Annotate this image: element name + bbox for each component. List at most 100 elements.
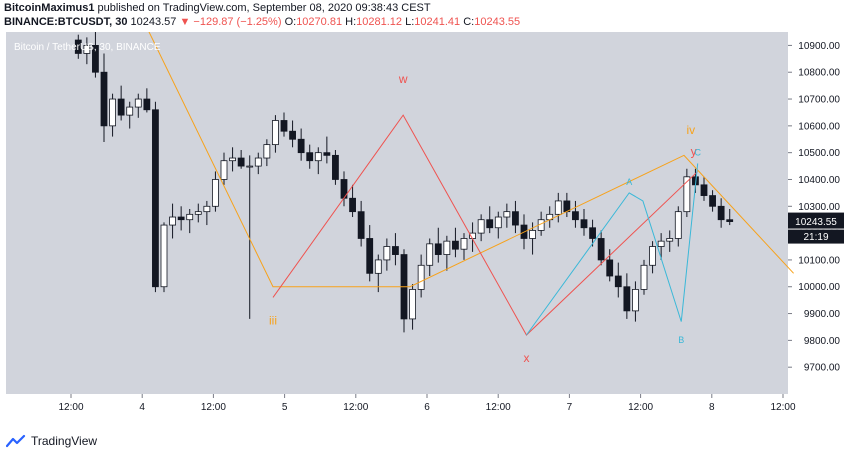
candle-body [314, 152, 322, 162]
candle-body [554, 200, 562, 215]
candle-body [229, 157, 236, 162]
candle-body [434, 243, 442, 255]
y-tick-label: 10800.00 [798, 68, 840, 79]
symbol-label[interactable]: BINANCE:BTCUSDT, 30 [4, 16, 128, 28]
publisher-name[interactable]: BitcoinMaximus1 [4, 2, 95, 14]
y-tick-label: 10300.00 [798, 202, 840, 213]
candle-body [589, 227, 596, 239]
candle-body [657, 240, 665, 247]
candle-body [366, 238, 374, 274]
candle-body [640, 264, 648, 290]
candle-body [572, 211, 579, 221]
wave-lines [135, 4, 794, 336]
candle-body [409, 289, 416, 320]
label-c: C [694, 147, 701, 157]
x-tick-label: 8 [709, 402, 715, 413]
label-b: B [678, 335, 684, 345]
y-tick-label: 9800.00 [804, 336, 841, 347]
price-change: ▼ −129.87 (−1.25%) [179, 16, 282, 28]
candle-body [383, 246, 391, 261]
publish-line: BitcoinMaximus1 published on TradingView… [4, 2, 431, 14]
price-tag-background [788, 212, 844, 229]
candle-body [392, 246, 399, 255]
candle-body [494, 216, 502, 229]
symbol-line: BINANCE:BTCUSDT, 30 10243.57 ▼ −129.87 (… [4, 16, 520, 28]
candle-body [100, 71, 108, 127]
label-iv: iv [687, 123, 696, 137]
candle-body [332, 154, 339, 180]
label-iii: iii [269, 313, 277, 327]
candle-body [477, 219, 485, 234]
plot-background [6, 32, 788, 394]
candle-body [186, 213, 194, 221]
chart-area[interactable]: 9700.00 9800.00 9900.00 10000.00 10100.00 102… [6, 4, 844, 428]
low-value: 10241.41 [414, 16, 461, 28]
label-x: x [523, 351, 529, 365]
candle-body [194, 211, 202, 215]
candle-body [452, 240, 459, 250]
candle-body [623, 286, 631, 312]
candle-body [74, 39, 82, 54]
low-label: L: [405, 16, 415, 28]
high-label: H: [345, 16, 357, 28]
x-tick-label: 12:00 [58, 402, 83, 413]
x-tick-label: 7 [567, 402, 573, 413]
candle-body [92, 45, 99, 73]
candle-body [683, 176, 691, 213]
candle-body [726, 219, 734, 222]
wave-labels: iii iv w x y A B C [269, 72, 701, 365]
candle-body [529, 230, 536, 239]
candle-body [357, 211, 365, 239]
candle-body [649, 246, 656, 266]
price-tag: 10243.55 [788, 212, 844, 229]
candle-body [486, 219, 494, 229]
tradingview-logo-text: TradingView [31, 434, 98, 448]
x-tick-label: 6 [424, 402, 430, 413]
candle-body [160, 224, 168, 288]
y-tick-label: 9700.00 [804, 363, 841, 374]
candle-body [460, 238, 468, 250]
chart-title: Bitcoin / TetherUS, 30, BINANCE [14, 42, 161, 53]
candle-body [134, 98, 142, 108]
time-axis-background [6, 394, 788, 428]
y-tick-label: 10700.00 [798, 95, 840, 106]
last-price: 10243.57 [130, 16, 177, 28]
x-tick-label: 4 [139, 402, 145, 413]
candle-body [666, 238, 674, 242]
candle-body [203, 205, 211, 213]
candle-body [263, 144, 271, 159]
orange-channel-line [135, 4, 794, 288]
x-tick-label: 12:00 [486, 402, 511, 413]
open-value: 10270.81 [296, 16, 343, 28]
published-text: published on TradingView.com, September … [97, 2, 431, 14]
x-tick-label: 5 [282, 402, 288, 413]
candle-body [443, 240, 451, 255]
candle-body [169, 216, 176, 226]
candle-body [280, 120, 288, 132]
candle-body [220, 160, 228, 180]
time-axis: 12:00 4 12:00 5 12:00 6 12:00 7 12:00 8 12:00 [58, 394, 796, 413]
price-axis: 9700.00 9800.00 9900.00 10000.00 10100.00 102… [788, 41, 840, 374]
x-tick-label: 12:00 [628, 402, 653, 413]
candle-body [254, 157, 262, 167]
candle-body [272, 120, 279, 146]
tradingview-logo[interactable]: TradingView [6, 432, 97, 450]
cyan-abc-line [526, 163, 699, 336]
candle-body [83, 45, 91, 54]
candle-body [717, 205, 725, 221]
red-wxy-line [272, 114, 699, 336]
candle-body [126, 106, 134, 116]
candle-body [512, 211, 519, 226]
candle-body [417, 264, 425, 290]
candle-body [323, 152, 331, 156]
label-a: A [626, 177, 632, 187]
close-label: C: [463, 16, 475, 28]
x-tick-label: 12:00 [770, 402, 795, 413]
price-chart[interactable]: 9700.00 9800.00 9900.00 10000.00 10100.00 102… [6, 4, 844, 428]
candle-body [297, 138, 305, 154]
candle-body [246, 165, 254, 168]
y-tick-label: 10100.00 [798, 255, 840, 266]
candle-body [580, 219, 588, 229]
candle-body [212, 179, 219, 207]
y-tick-label: 10000.00 [798, 282, 840, 293]
